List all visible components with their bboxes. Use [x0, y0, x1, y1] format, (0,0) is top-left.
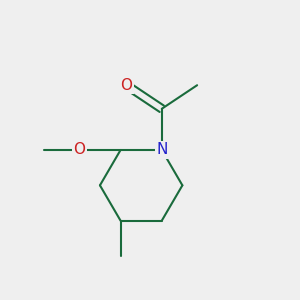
Text: O: O	[120, 78, 132, 93]
Text: O: O	[73, 142, 85, 158]
Text: N: N	[156, 142, 167, 158]
